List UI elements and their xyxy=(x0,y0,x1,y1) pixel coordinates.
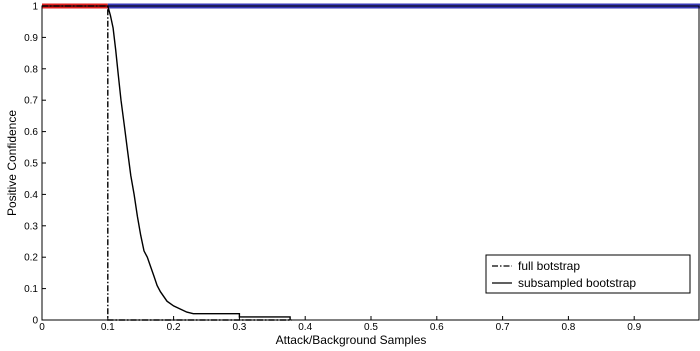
x-tick-label: 0.2 xyxy=(167,322,181,333)
legend: full botstrap subsampled bootstrap xyxy=(485,254,691,294)
y-tick-label: 0.5 xyxy=(24,159,38,170)
y-tick-label: 0.6 xyxy=(24,127,38,138)
y-axis-label: Positive Confidence xyxy=(5,110,19,216)
x-tick-label: 0.3 xyxy=(232,322,246,333)
y-tick-label: 0.4 xyxy=(24,190,38,201)
x-tick-label: 0.7 xyxy=(496,322,510,333)
legend-label-full-botstrap: full botstrap xyxy=(518,259,580,273)
y-tick-label: 0.8 xyxy=(24,64,38,75)
legend-box xyxy=(485,254,691,294)
series-lines xyxy=(42,5,292,321)
x-tick-label: 0.4 xyxy=(298,322,312,333)
series-line-subsampled-bootstrap xyxy=(107,5,291,320)
series-line-full-botstrap xyxy=(42,5,292,321)
y-tick-label: 0.7 xyxy=(24,96,38,107)
y-tick-label: 0.9 xyxy=(24,33,38,44)
y-tick-label: 1 xyxy=(32,2,38,13)
y-tick-label: 0.1 xyxy=(24,284,38,295)
x-tick-label: 0.5 xyxy=(364,322,378,333)
y-axis-ticks: 0 0.1 0.2 0.3 0.4 0.5 0.6 0.7 0.8 0.9 1 xyxy=(24,2,46,327)
x-tick-label: 0.6 xyxy=(430,322,444,333)
x-axis-label: Attack/Background Samples xyxy=(276,333,427,347)
x-tick-label: 0.8 xyxy=(561,322,575,333)
x-tick-label: 0.9 xyxy=(627,322,641,333)
x-tick-label: 0 xyxy=(39,322,45,333)
y-tick-label: 0.2 xyxy=(24,253,38,264)
x-tick-label: 0.1 xyxy=(101,322,115,333)
legend-label-subsampled-bootstrap: subsampled bootstrap xyxy=(518,276,636,290)
y-tick-label: 0 xyxy=(32,316,38,327)
x-axis-ticks: 0 0.1 0.2 0.3 0.4 0.5 0.6 0.7 0.8 0.9 xyxy=(39,316,642,333)
y-tick-label: 0.3 xyxy=(24,221,38,232)
